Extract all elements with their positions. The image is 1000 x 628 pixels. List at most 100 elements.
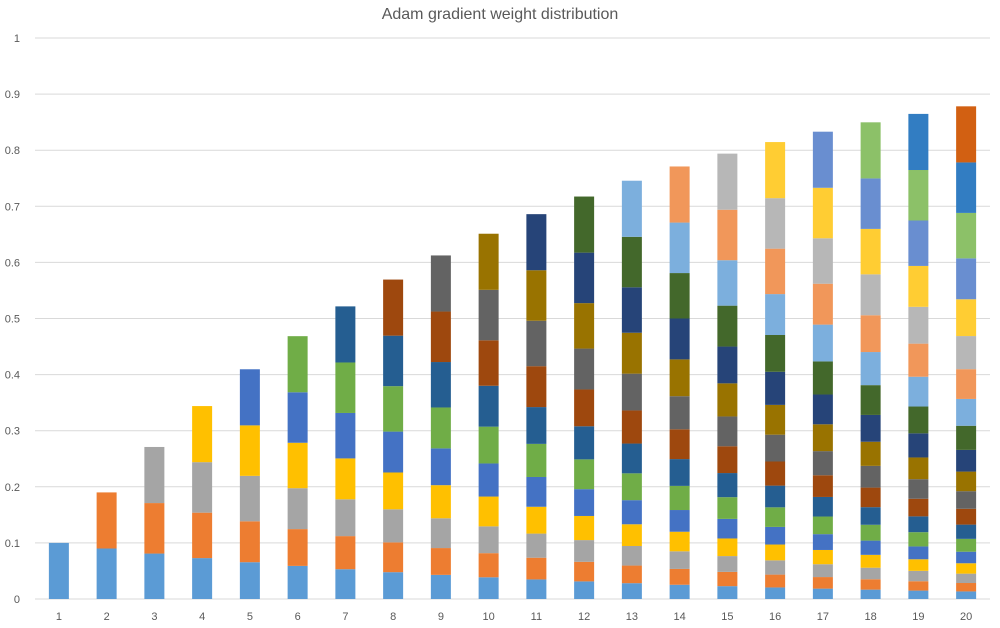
y-tick-label: 0.7	[5, 201, 20, 213]
bar-segment	[956, 583, 977, 592]
bar-segment	[812, 516, 833, 535]
bar-segment	[621, 236, 642, 288]
x-tick-label: 9	[438, 611, 444, 623]
bar-segment	[335, 499, 356, 537]
bar-segment	[717, 497, 738, 519]
bar-segment	[192, 558, 213, 599]
bar-segment	[908, 498, 929, 517]
bar-segment	[574, 389, 595, 427]
bar-segment	[574, 581, 595, 599]
bar-segment	[860, 122, 881, 179]
bar-segment	[574, 252, 595, 304]
y-tick-label: 0.1	[5, 538, 20, 550]
bar-segment	[478, 577, 499, 599]
bar-segment	[956, 508, 977, 525]
bar-segment	[812, 131, 833, 188]
bar-segment	[669, 396, 690, 430]
bar-segment	[383, 431, 404, 473]
bar-segment	[908, 570, 929, 582]
bar-segment	[860, 228, 881, 275]
bar-segment	[287, 488, 308, 530]
y-tick-label: 1	[14, 33, 20, 45]
x-tick-label: 7	[342, 611, 348, 623]
bar-segment	[574, 540, 595, 562]
bar-segment	[717, 538, 738, 557]
bar-segment	[669, 510, 690, 532]
bar-segment	[908, 559, 929, 571]
bar-segment	[765, 560, 786, 575]
bar-segment	[812, 549, 833, 565]
x-tick-label: 10	[483, 611, 495, 623]
bar-segment	[860, 385, 881, 415]
bar-segment	[669, 318, 690, 360]
bar-segment	[908, 532, 929, 547]
x-tick-label: 2	[104, 611, 110, 623]
bar-segment	[430, 311, 451, 363]
bar-segment	[383, 386, 404, 432]
bar-segment	[526, 579, 547, 599]
bar-segment	[287, 392, 308, 443]
bar-segment	[478, 553, 499, 578]
bar-segment	[956, 563, 977, 574]
bar-segment	[669, 359, 690, 397]
bar-segment	[478, 340, 499, 386]
bar-stack-6	[287, 336, 308, 599]
bar-segment	[621, 180, 642, 237]
bar-stack-19	[908, 113, 929, 599]
bar-segment	[812, 588, 833, 599]
bar-stack-18	[860, 122, 881, 599]
x-tick-label: 3	[151, 611, 157, 623]
bar-stack-15	[717, 153, 738, 599]
bar-segment	[765, 526, 786, 545]
bar-segment	[430, 574, 451, 599]
bar-segment	[860, 315, 881, 353]
bar-segment	[621, 565, 642, 584]
bar-segment	[860, 487, 881, 508]
bar-segment	[526, 533, 547, 558]
bar-segment	[430, 255, 451, 312]
bar-segment	[574, 515, 595, 541]
chart-title: Adam gradient weight distribution	[382, 6, 619, 23]
bar-segment	[717, 556, 738, 572]
bar-segment	[860, 274, 881, 316]
bar-segment	[812, 564, 833, 578]
bar-segment	[574, 196, 595, 253]
bar-segment	[812, 496, 833, 517]
bar-segment	[621, 545, 642, 566]
bar-segment	[812, 238, 833, 284]
bar-segment	[812, 324, 833, 362]
bar-segment	[908, 516, 929, 533]
bar-segment	[335, 412, 356, 459]
bar-segment	[717, 571, 738, 587]
bar-stack-3	[144, 446, 165, 599]
bar-segment	[765, 198, 786, 249]
bar-segment	[430, 518, 451, 549]
bar-segment	[478, 385, 499, 427]
bar-stack-7	[335, 306, 356, 599]
bar-segment	[908, 546, 929, 560]
bar-segment	[908, 220, 929, 266]
bar-segment	[956, 258, 977, 300]
bar-segment	[335, 306, 356, 363]
bar-segment	[478, 496, 499, 527]
bar-segment	[908, 376, 929, 407]
x-tick-label: 13	[626, 611, 638, 623]
bar-segment	[144, 503, 165, 554]
bar-segment	[860, 465, 881, 488]
bar-segment	[908, 479, 929, 499]
bar-stack-5	[239, 369, 260, 599]
bar-segment	[717, 446, 738, 474]
bar-segment	[812, 424, 833, 452]
bar-segment	[908, 306, 929, 344]
bar-segment	[526, 270, 547, 321]
bar-segment	[669, 166, 690, 223]
bar-segment	[765, 294, 786, 335]
bar-stack-9	[430, 255, 451, 599]
bar-segment	[192, 406, 213, 463]
bar-segment	[526, 476, 547, 507]
bar-segment	[812, 283, 833, 325]
bar-segment	[812, 475, 833, 497]
bar-segment	[765, 507, 786, 527]
x-tick-label: 18	[865, 611, 877, 623]
